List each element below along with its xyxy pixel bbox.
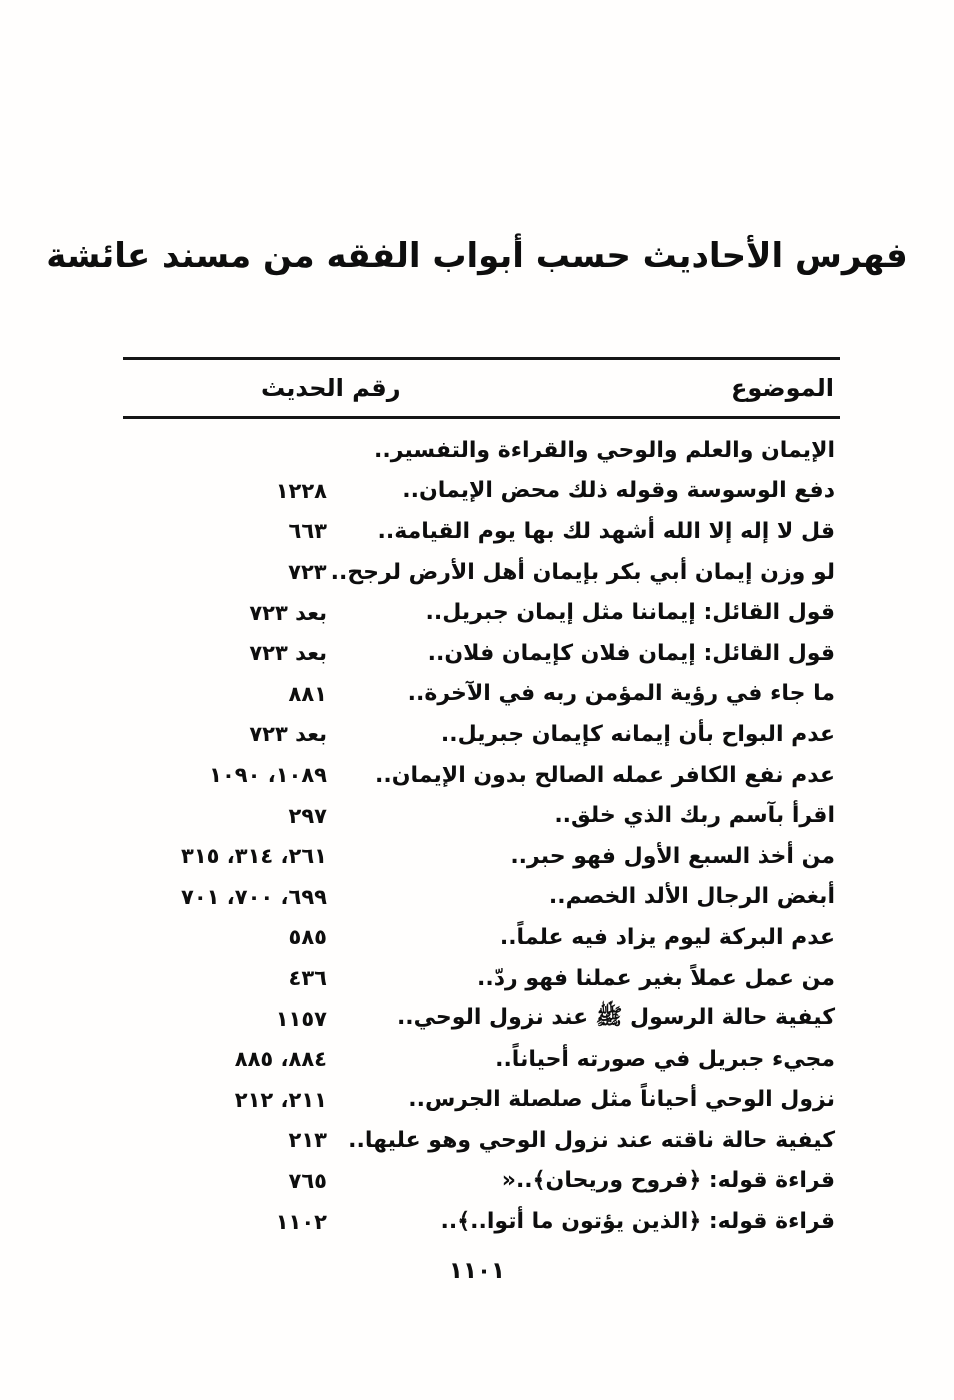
row-topic: من عمل عملاً بغير عملنا فهو ردّ.. — [476, 965, 835, 991]
table-row: ما جاء في رؤية المؤمن ربه في الآخرة.. ٨٨… — [123, 674, 840, 715]
row-hadith-number: ٦٩٩، ٧٠٠، ٧٠١ — [181, 884, 327, 909]
row-hadith-number: ٧٢٣ — [288, 560, 327, 585]
row-topic: الإيمان والعلم والوحي والقراءة والتفسير.… — [374, 437, 835, 463]
row-topic: عدم نفع الكافر عمله الصالح بدون الإيمان.… — [375, 762, 835, 788]
table-row: قراءة قوله: ﴿فروح وريحان﴾..« ٧٦٥ — [123, 1161, 840, 1202]
table-row: عدم البواح بأن إيمانه كإيمان جبريل.. بعد… — [123, 714, 840, 755]
table-row: أبغض الرجال الألد الخصم.. ٦٩٩، ٧٠٠، ٧٠١ — [123, 877, 840, 918]
table-row: لو وزن إيمان أبي بكر بإيمان أهل الأرض لر… — [123, 552, 840, 593]
row-hadith-number: ٥٨٥ — [288, 925, 327, 950]
row-hadith-number: بعد ٧٢٣ — [249, 641, 327, 666]
index-rows: الإيمان والعلم والوحي والقراءة والتفسير.… — [123, 430, 840, 1242]
table-row: من عمل عملاً بغير عملنا فهو ردّ.. ٤٣٦ — [123, 958, 840, 999]
row-topic: قراءة قوله: ﴿فروح وريحان﴾..« — [501, 1168, 835, 1194]
table-row: قول القائل: إيماننا مثل إيمان جبريل.. بع… — [123, 592, 840, 633]
row-topic: دفع الوسوسة وقوله ذلك محض الإيمان.. — [402, 478, 835, 504]
row-topic: ما جاء في رؤية المؤمن ربه في الآخرة.. — [407, 681, 835, 707]
table-row: قول القائل: إيمان فلان كإيمان فلان.. بعد… — [123, 633, 840, 674]
table-row: عدم نفع الكافر عمله الصالح بدون الإيمان.… — [123, 755, 840, 796]
row-hadith-number: ٤٣٦ — [288, 966, 327, 991]
table-row: الإيمان والعلم والوحي والقراءة والتفسير.… — [123, 430, 840, 471]
row-hadith-number: ١١٥٧ — [275, 1006, 327, 1031]
table-row: اقرأ بآسم ربك الذي خلق.. ٢٩٧ — [123, 795, 840, 836]
row-hadith-number: ٢١١، ٢١٢ — [234, 1087, 327, 1112]
table-row: مجيء جبريل في صورته أحياناً.. ٨٨٤، ٨٨٥ — [123, 1039, 840, 1080]
table-row: نزول الوحي أحياناً مثل صلصلة الجرس.. ٢١١… — [123, 1080, 840, 1121]
column-header-topic: الموضوع — [730, 374, 834, 402]
page-number: ١١٠١ — [448, 1258, 506, 1284]
row-topic: قول القائل: إيماننا مثل إيمان جبريل.. — [425, 600, 835, 626]
row-hadith-number: بعد ٧٢٣ — [249, 600, 327, 625]
row-hadith-number: ١٢٢٨ — [275, 478, 327, 503]
table-row: قراءة قوله: ﴿الذين يؤتون ما أتوا..﴾.. ١١… — [123, 1201, 840, 1242]
table-row: كيفية حالة الرسول ﷺ عند نزول الوحي.. ١١٥… — [123, 998, 840, 1039]
row-topic: قول القائل: إيمان فلان كإيمان فلان.. — [427, 640, 835, 666]
row-topic: كيفية حالة ناقته عند نزول الوحي وهو عليه… — [348, 1127, 835, 1153]
row-hadith-number: ٢٦١، ٣١٤، ٣١٥ — [181, 844, 327, 869]
row-hadith-number: ٦٦٣ — [288, 519, 327, 544]
row-hadith-number: ٨٨١ — [288, 681, 327, 706]
row-hadith-number: ١٠٨٩، ١٠٩٠ — [209, 763, 327, 788]
row-hadith-number: ٨٨٤، ٨٨٥ — [234, 1047, 327, 1072]
row-hadith-number: ٢٩٧ — [288, 803, 327, 828]
table-row: عدم البركة ليوم يزاد فيه علماً.. ٥٨٥ — [123, 917, 840, 958]
row-topic: مجيء جبريل في صورته أحياناً.. — [495, 1046, 835, 1072]
row-hadith-number: ٢١٣ — [288, 1128, 327, 1153]
row-topic: كيفية حالة الرسول ﷺ عند نزول الوحي.. — [396, 1004, 835, 1030]
row-hadith-number: بعد ٧٢٣ — [249, 722, 327, 747]
row-topic: اقرأ بآسم ربك الذي خلق.. — [554, 803, 835, 829]
page-title: فهرس الأحاديث حسب أبواب الفقه من مسند عا… — [46, 236, 908, 276]
row-topic: عدم البواح بأن إيمانه كإيمان جبريل.. — [440, 721, 835, 747]
row-topic: لو وزن إيمان أبي بكر بإيمان أهل الأرض لر… — [330, 559, 835, 585]
column-header-hadith-number: رقم الحديث — [261, 374, 401, 402]
table-row: من أخذ السبع الأول فهو حبر.. ٢٦١، ٣١٤، ٣… — [123, 836, 840, 877]
row-topic: قراءة قوله: ﴿الذين يؤتون ما أتوا..﴾.. — [440, 1209, 835, 1235]
table-header: الموضوع رقم الحديث — [123, 357, 840, 419]
row-topic: من أخذ السبع الأول فهو حبر.. — [510, 843, 835, 869]
row-topic: أبغض الرجال الألد الخصم.. — [548, 884, 835, 910]
row-hadith-number: ١١٠٢ — [275, 1209, 327, 1234]
table-row: قل لا إله إلا الله أشهد لك بها يوم القيا… — [123, 511, 840, 552]
row-hadith-number: ٧٦٥ — [288, 1168, 327, 1193]
row-topic: نزول الوحي أحياناً مثل صلصلة الجرس.. — [408, 1087, 835, 1113]
row-topic: قل لا إله إلا الله أشهد لك بها يوم القيا… — [377, 518, 835, 544]
row-topic: عدم البركة ليوم يزاد فيه علماً.. — [499, 924, 835, 950]
table-row: كيفية حالة ناقته عند نزول الوحي وهو عليه… — [123, 1120, 840, 1161]
table-row: دفع الوسوسة وقوله ذلك محض الإيمان.. ١٢٢٨ — [123, 471, 840, 512]
